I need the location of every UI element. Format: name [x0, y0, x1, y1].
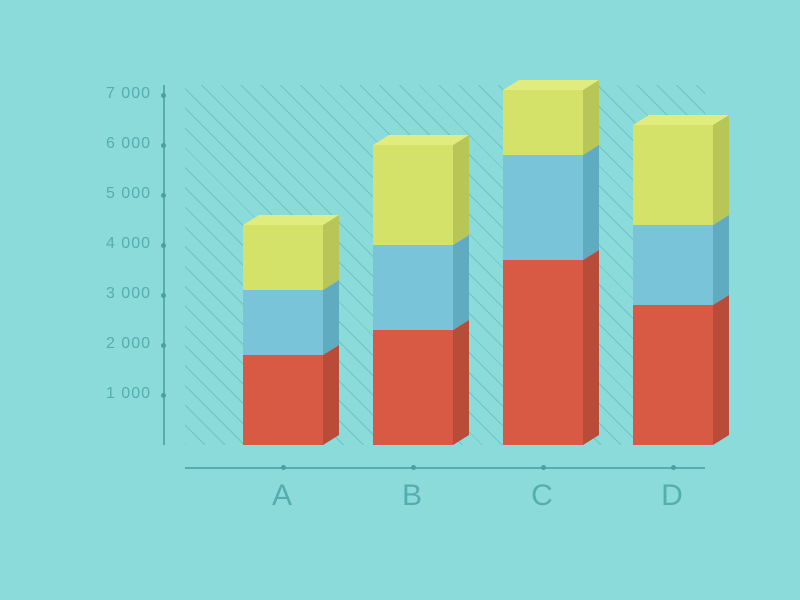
- bar-side-top: [323, 215, 339, 290]
- bar-front-top: [243, 225, 323, 290]
- y-axis-label: 5 000: [106, 185, 151, 203]
- bar-front-bottom: [503, 260, 583, 445]
- bar-front-bottom: [373, 330, 453, 445]
- bar-side-top: [713, 115, 729, 225]
- y-axis-label: 6 000: [106, 135, 151, 153]
- bars-layer: [185, 85, 705, 445]
- bar-side-bottom: [323, 345, 339, 445]
- bar-side-top: [583, 80, 599, 155]
- y-tick: [161, 143, 166, 148]
- bar-side-top: [453, 135, 469, 245]
- bar: [503, 80, 599, 445]
- x-tick: [281, 465, 286, 470]
- bar-front-middle: [243, 290, 323, 355]
- x-tick: [671, 465, 676, 470]
- y-tick: [161, 93, 166, 98]
- bar-front-bottom: [243, 355, 323, 445]
- x-axis: [185, 467, 705, 469]
- bar-front-top: [633, 125, 713, 225]
- bar-side-middle: [323, 280, 339, 355]
- bar-front-bottom: [633, 305, 713, 445]
- y-tick: [161, 243, 166, 248]
- bar-side-middle: [713, 215, 729, 305]
- x-axis-label: A: [253, 479, 313, 513]
- chart-canvas: 1 000 2 000 3 000 4 000 5 000 6 000 7 000 A B C D: [0, 0, 800, 600]
- bar: [633, 115, 729, 445]
- bar-top-top: [373, 135, 469, 145]
- y-axis-label: 4 000: [106, 235, 151, 253]
- bar-front-top: [503, 90, 583, 155]
- bar-front-top: [373, 145, 453, 245]
- y-axis-label: 7 000: [106, 85, 151, 103]
- y-axis-label: 2 000: [106, 335, 151, 353]
- y-axis-label: 3 000: [106, 285, 151, 303]
- bar: [243, 215, 339, 445]
- bar-top-top: [243, 215, 339, 225]
- x-tick: [541, 465, 546, 470]
- bar-side-middle: [583, 145, 599, 260]
- y-tick: [161, 293, 166, 298]
- x-axis-label: B: [383, 479, 443, 513]
- x-tick: [411, 465, 416, 470]
- y-tick: [161, 343, 166, 348]
- bar-side-bottom: [583, 250, 599, 445]
- y-axis: [163, 85, 165, 445]
- bar-front-middle: [633, 225, 713, 305]
- y-tick: [161, 193, 166, 198]
- y-tick: [161, 393, 166, 398]
- bar-side-middle: [453, 235, 469, 330]
- bar-front-middle: [373, 245, 453, 330]
- bar-side-bottom: [713, 295, 729, 445]
- x-axis-label: C: [513, 479, 573, 513]
- x-axis-label: D: [643, 479, 703, 513]
- bar-front-middle: [503, 155, 583, 260]
- bar-top-top: [503, 80, 599, 90]
- y-axis-label: 1 000: [106, 385, 151, 403]
- bar-top-top: [633, 115, 729, 125]
- bar: [373, 135, 469, 445]
- bar-side-bottom: [453, 320, 469, 445]
